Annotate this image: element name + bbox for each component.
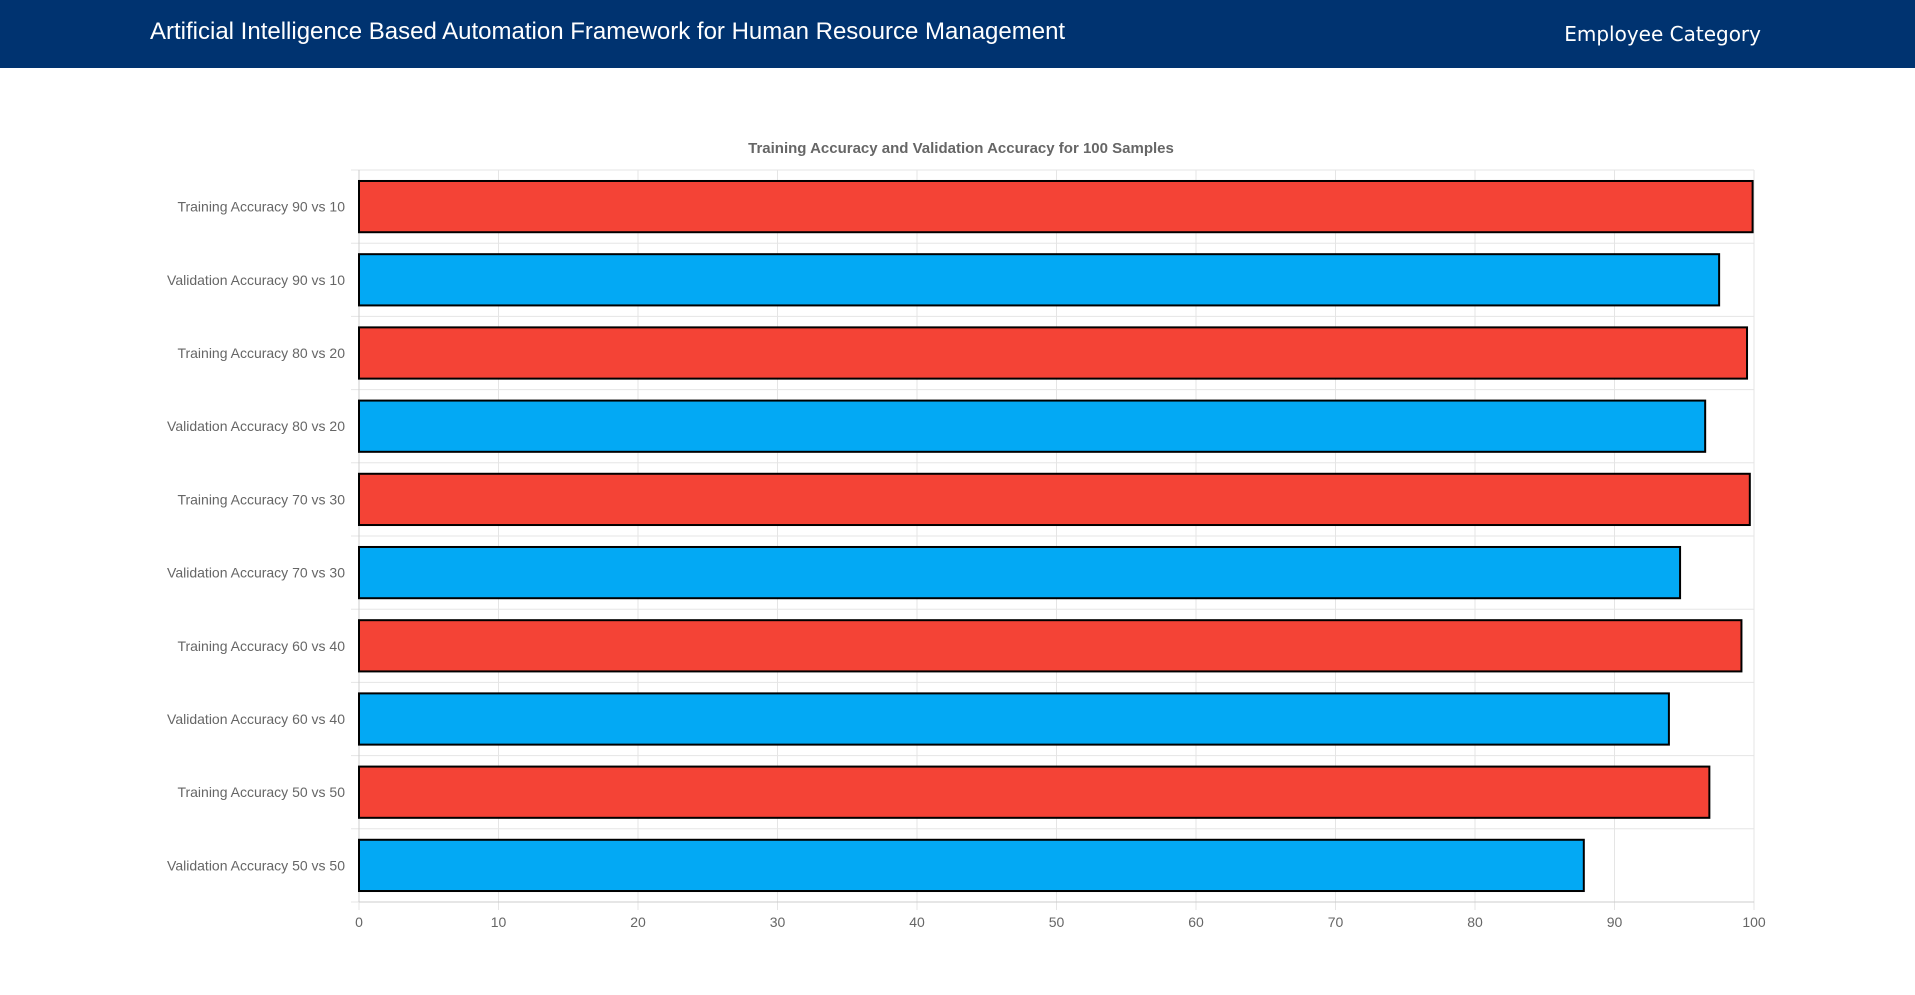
bar[interactable]: [358, 619, 1743, 673]
bar[interactable]: [358, 838, 1585, 893]
nav-link-employee-category[interactable]: Employee Category: [1564, 22, 1761, 46]
category-label: Validation Accuracy 80 vs 20: [167, 418, 345, 434]
category-label: Training Accuracy 60 vs 40: [177, 638, 345, 654]
x-tick-label: 80: [1467, 914, 1483, 930]
bar[interactable]: [358, 253, 1721, 307]
chart-title: Training Accuracy and Validation Accurac…: [748, 140, 1174, 157]
category-label: Training Accuracy 90 vs 10: [177, 199, 345, 215]
category-label: Validation Accuracy 60 vs 40: [167, 711, 345, 727]
bar[interactable]: [358, 472, 1751, 527]
navbar: Artificial Intelligence Based Automation…: [0, 0, 1915, 68]
category-label: Training Accuracy 80 vs 20: [177, 345, 345, 361]
category-label: Training Accuracy 50 vs 50: [177, 784, 345, 800]
bars: [358, 179, 1754, 893]
category-label: Validation Accuracy 70 vs 30: [167, 565, 345, 581]
bar[interactable]: [358, 179, 1754, 234]
x-tick-label: 90: [1607, 914, 1623, 930]
x-tick-label: 0: [355, 914, 363, 930]
bar[interactable]: [358, 326, 1749, 380]
category-label: Validation Accuracy 50 vs 50: [167, 857, 345, 873]
x-tick-label: 40: [909, 914, 925, 930]
bar-chart: Training Accuracy and Validation Accurac…: [167, 140, 1766, 930]
category-label: Training Accuracy 70 vs 30: [177, 491, 345, 507]
x-tick-label: 20: [630, 914, 646, 930]
x-tick-label: 50: [1049, 914, 1065, 930]
category-labels: Training Accuracy 90 vs 10 Validation Acc…: [167, 199, 345, 874]
x-tick-label: 100: [1742, 914, 1766, 930]
x-tick-label: 10: [491, 914, 507, 930]
x-tick-label: 30: [770, 914, 786, 930]
category-label: Validation Accuracy 90 vs 10: [167, 272, 345, 288]
app-title[interactable]: Artificial Intelligence Based Automation…: [150, 18, 1066, 45]
x-tick-label: 60: [1188, 914, 1204, 930]
bar[interactable]: [358, 692, 1670, 746]
x-axis: 0 10 20 30 40 50 60 70 80 90 100: [355, 914, 1766, 930]
chart-container: Training Accuracy and Validation Accurac…: [0, 68, 1915, 990]
x-tick-label: 70: [1328, 914, 1344, 930]
bar[interactable]: [358, 765, 1711, 819]
bar[interactable]: [358, 399, 1707, 453]
bar[interactable]: [358, 545, 1682, 600]
